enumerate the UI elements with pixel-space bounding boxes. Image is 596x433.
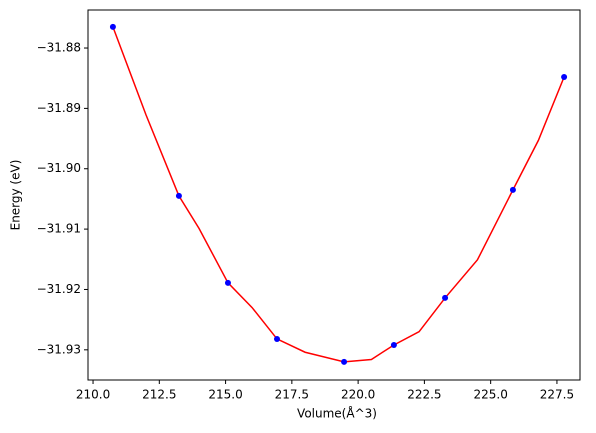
data-point: [509, 186, 516, 193]
y-tick-label: −31.92: [37, 282, 81, 296]
y-axis-label: Energy (eV): [9, 160, 23, 231]
x-tick-label: 225.0: [473, 388, 507, 402]
y-tick-label: −31.91: [37, 222, 81, 236]
data-point: [175, 192, 182, 199]
x-tick-label: 212.5: [142, 388, 176, 402]
data-point: [561, 73, 568, 80]
x-tick-label: 217.5: [275, 388, 309, 402]
plot-frame: [87, 9, 581, 381]
x-tick-label: 227.5: [540, 388, 574, 402]
y-tick-label: −31.88: [37, 41, 81, 55]
data-point: [341, 358, 348, 365]
y-tick-label: −31.89: [37, 101, 81, 115]
x-tick-label: 220.0: [341, 388, 375, 402]
data-point: [390, 341, 397, 348]
x-tick-label: 215.0: [208, 388, 242, 402]
y-tick-label: −31.93: [37, 342, 81, 356]
x-tick-label: 210.0: [76, 388, 110, 402]
y-tick-label: −31.90: [37, 161, 81, 175]
data-point: [274, 335, 281, 342]
data-point: [109, 23, 116, 30]
x-tick-label: 222.5: [407, 388, 441, 402]
data-point: [442, 294, 449, 301]
data-point: [224, 279, 231, 286]
x-axis-label: Volume(Å^3): [297, 406, 377, 421]
